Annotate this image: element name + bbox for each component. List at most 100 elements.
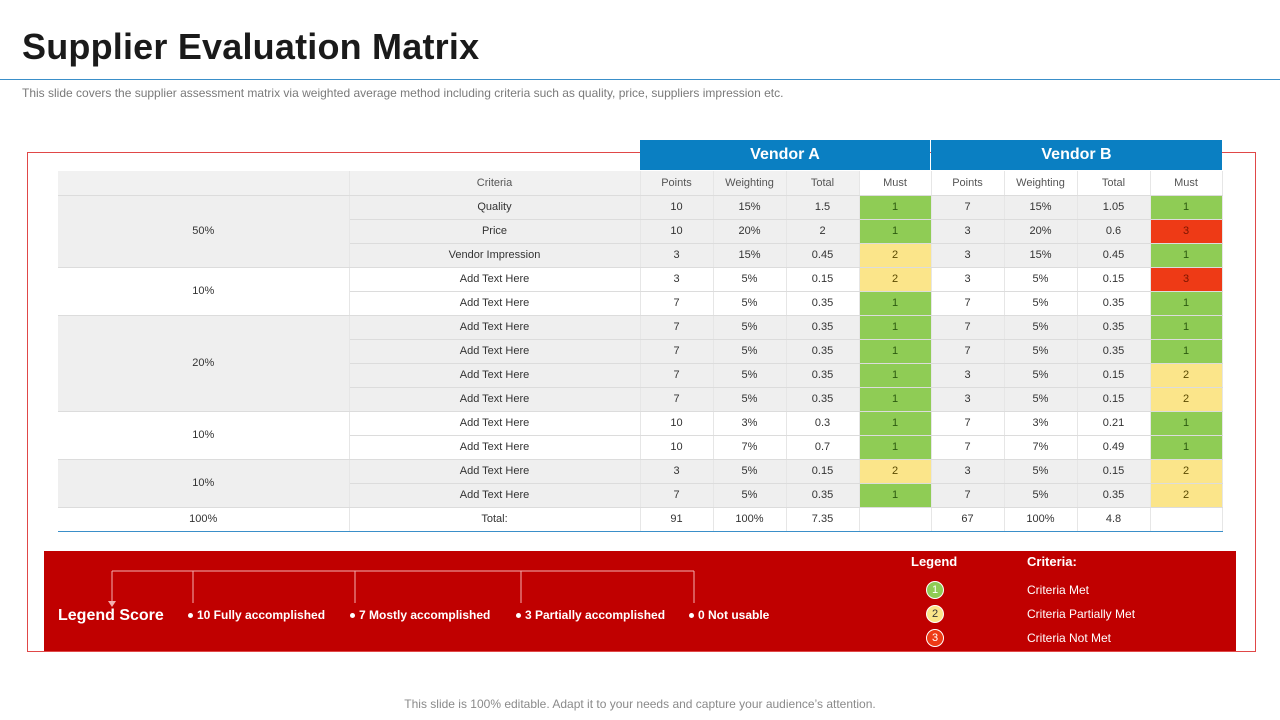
legend-label-criteria-met: Criteria Met (1027, 583, 1090, 597)
vendor-b-weighting-cell: 7% (1004, 435, 1078, 460)
vendor-b-total-cell: 0.35 (1077, 315, 1151, 340)
table-row: Add Text Here 7 5% 0.35 1 7 5% 0.35 2 (58, 483, 1223, 508)
vendor-a-must-cell: 1 (859, 435, 932, 460)
vendor-b-weighting-cell: 5% (1004, 339, 1078, 364)
table-row: Vendor Impression 3 15% 0.45 2 3 15% 0.45 1 (58, 243, 1223, 268)
vendor-a-weighting-cell: 3% (713, 411, 787, 436)
vendor-a-points-cell: 7 (640, 387, 714, 412)
vendor-b-must-header: Must (1150, 171, 1223, 196)
vendor-b-weighting-cell: 5% (1004, 483, 1078, 508)
vendor-a-points-cell: 7 (640, 291, 714, 316)
vendor-a-total-cell: 0.3 (786, 411, 860, 436)
table-row: 20% Add Text Here 7 5% 0.35 1 7 5% 0.35 1 (58, 315, 1223, 412)
vendor-a-must-header: Must (859, 171, 932, 196)
vendor-a-points-cell: 7 (640, 339, 714, 364)
vendor-b-weighting-cell: 5% (1004, 387, 1078, 412)
vendor-a-points-cell: 10 (640, 219, 714, 244)
table-row: 10% Add Text Here 10 3% 0.3 1 7 3% 0.21 1 (58, 411, 1223, 460)
table-row: Price 10 20% 2 1 3 20% 0.6 3 (58, 219, 1223, 244)
vendor-a-points-cell: 7 (640, 315, 714, 340)
vendor-a-score-total: 7.35 (786, 507, 860, 532)
vendor-b-must-cell: 3 (1150, 267, 1223, 292)
vendor-a-total-cell: 0.35 (786, 339, 860, 364)
page-title: Supplier Evaluation Matrix (22, 26, 480, 67)
vendor-b-total-cell: 0.6 (1077, 219, 1151, 244)
vendor-b-points-cell: 3 (931, 243, 1005, 268)
group-weight-cell: 50% (58, 195, 350, 268)
total-label-cell: Total: (349, 507, 641, 532)
vendor-a-total-cell: 0.35 (786, 315, 860, 340)
table-row: Add Text Here 10 7% 0.7 1 7 7% 0.49 1 (58, 435, 1223, 460)
vendor-a-must-cell: 1 (859, 483, 932, 508)
legend-badge-criteria-not-met: 3 (926, 629, 944, 647)
vendor-b-total-header: Total (1077, 171, 1151, 196)
vendor-a-points-cell: 3 (640, 243, 714, 268)
vendor-a-total-cell: 0.15 (786, 459, 860, 484)
table-row: Add Text Here 7 5% 0.35 1 7 5% 0.35 1 (58, 291, 1223, 316)
vendor-a-total-cell: 0.35 (786, 483, 860, 508)
vendor-b-must-cell: 2 (1150, 363, 1223, 388)
vendor-b-total-cell: 0.21 (1077, 411, 1151, 436)
vendor-a-points-cell: 10 (640, 195, 714, 220)
vendor-a-total-cell: 0.35 (786, 387, 860, 412)
vendor-b-must-cell: 1 (1150, 243, 1223, 268)
vendor-a-must-cell: 2 (859, 459, 932, 484)
vendor-b-must-cell: 1 (1150, 435, 1223, 460)
vendor-b-total-cell: 0.15 (1077, 363, 1151, 388)
vendor-a-must-cell: 1 (859, 387, 932, 412)
table-row: Add Text Here 7 5% 0.35 1 3 5% 0.15 2 (58, 363, 1223, 388)
bullet-icon (516, 612, 521, 618)
legend-score-item: 3 Partially accomplished (516, 608, 665, 622)
vendor-a-must-total (859, 507, 932, 532)
vendor-a-must-cell: 1 (859, 411, 932, 436)
legend-bar: Legend Score 10 Fully accomplished 7 Mos… (44, 551, 1236, 651)
vendor-b-points-total: 67 (931, 507, 1005, 532)
criteria-cell: Quality (349, 195, 641, 220)
criteria-cell: Add Text Here (349, 363, 641, 388)
column-header-row: Criteria Points Weighting Total Must Poi… (58, 171, 1223, 196)
vendor-a-total-cell: 0.35 (786, 363, 860, 388)
vendor-b-points-cell: 3 (931, 459, 1005, 484)
group-weight-cell: 10% (58, 459, 350, 508)
legend-score-item: 10 Fully accomplished (188, 608, 325, 622)
table-row: 10% Add Text Here 3 5% 0.15 2 3 5% 0.15 3 (58, 267, 1223, 316)
evaluation-matrix-table: Criteria Points Weighting Total Must Poi… (58, 171, 1223, 532)
vendor-b-points-cell: 7 (931, 411, 1005, 436)
vendor-a-points-cell: 3 (640, 459, 714, 484)
vendor-b-must-cell: 1 (1150, 411, 1223, 436)
vendor-b-weighting-cell: 5% (1004, 459, 1078, 484)
vendor-b-total-cell: 0.35 (1077, 339, 1151, 364)
criteria-cell: Add Text Here (349, 459, 641, 484)
vendor-b-weighting-cell: 5% (1004, 291, 1078, 316)
criteria-cell: Price (349, 219, 641, 244)
vendor-a-weighting-cell: 5% (713, 387, 787, 412)
criteria-cell: Add Text Here (349, 483, 641, 508)
vendor-a-weighting-cell: 20% (713, 219, 787, 244)
vendor-a-weighting-cell: 5% (713, 267, 787, 292)
vendor-a-weighting-header: Weighting (713, 171, 787, 196)
vendor-b-total-cell: 0.15 (1077, 267, 1151, 292)
total-group-cell: 100% (58, 507, 350, 532)
criteria-cell: Add Text Here (349, 267, 641, 292)
vendor-b-points-cell: 3 (931, 363, 1005, 388)
vendor-a-total-cell: 0.45 (786, 243, 860, 268)
vendor-a-points-cell: 3 (640, 267, 714, 292)
vendor-b-total-cell: 0.49 (1077, 435, 1151, 460)
criteria-cell: Vendor Impression (349, 243, 641, 268)
vendor-b-points-cell: 3 (931, 387, 1005, 412)
page-subtitle: This slide covers the supplier assessmen… (22, 86, 784, 100)
group-weight-cell: 10% (58, 411, 350, 460)
criteria-header: Criteria (349, 171, 641, 196)
vendor-b-weighting-cell: 5% (1004, 363, 1078, 388)
legend-label-criteria-partially-met: Criteria Partially Met (1027, 607, 1136, 621)
vendor-b-must-cell: 2 (1150, 483, 1223, 508)
vendor-b-total-cell: 0.45 (1077, 243, 1151, 268)
vendor-a-total-cell: 1.5 (786, 195, 860, 220)
vendor-a-header: Vendor A (640, 140, 930, 170)
vendor-b-weighting-cell: 3% (1004, 411, 1078, 436)
vendor-b-weighting-cell: 15% (1004, 195, 1078, 220)
vendor-a-must-cell: 2 (859, 267, 932, 292)
vendor-a-points-total: 91 (640, 507, 714, 532)
title-divider (0, 79, 1280, 80)
vendor-b-points-cell: 7 (931, 339, 1005, 364)
